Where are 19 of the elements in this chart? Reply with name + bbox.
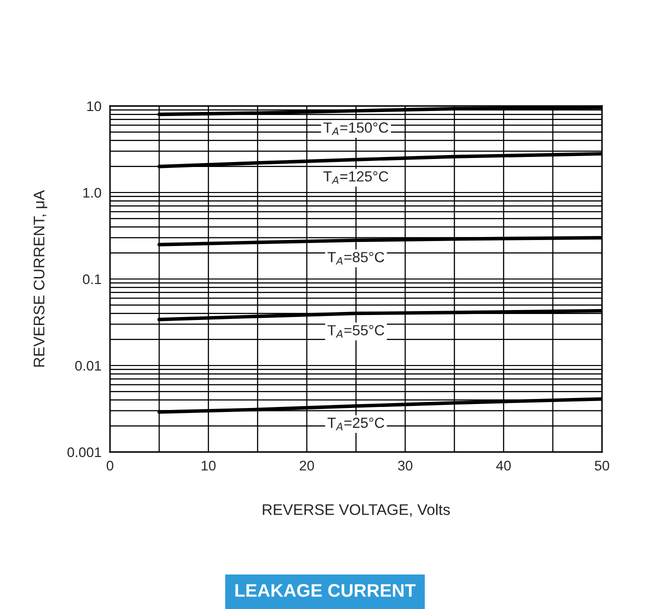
y-axis-title: REVERSE CURRENT, μA	[34, 190, 48, 367]
y-tick-label: 0.1	[82, 274, 101, 284]
x-tick-label: 30	[398, 460, 412, 471]
x-tick-label: 40	[496, 460, 511, 471]
y-tick-label: 0.01	[75, 360, 101, 371]
series-label: T$_{A}$=125°C	[323, 171, 388, 184]
series-label: T$_{A}$=150°C	[323, 122, 388, 135]
x-tick-label: 20	[300, 460, 314, 471]
y-tick-label: 10	[87, 101, 102, 112]
text: LEAKAGE CURRENT	[235, 584, 416, 597]
series-label: T$_{A}$=55°C	[328, 325, 384, 338]
series-label: T$_{A}$=25°C	[328, 418, 384, 430]
y-tick-label: 1.0	[83, 188, 102, 198]
x-tick-label: 0	[106, 460, 114, 471]
x-axis-title: REVERSE VOLTAGE, Volts	[262, 504, 450, 517]
x-tick-label: 50	[594, 460, 610, 471]
y-tick-label: 0.001	[67, 447, 101, 458]
series-label: T$_{A}$=85°C	[328, 252, 384, 265]
x-tick-label: 10	[202, 460, 216, 471]
